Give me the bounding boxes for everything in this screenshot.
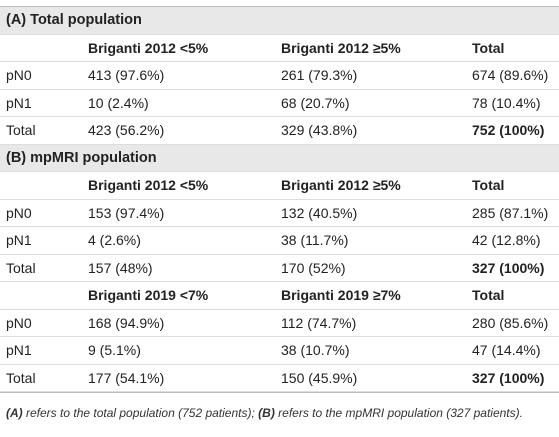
footnote-text: refers to the total population (752 pati… [22, 406, 259, 420]
cell: 261 (79.3%) [275, 61, 466, 90]
cell: 752 (100%) [466, 116, 559, 145]
cell: 153 (97.4%) [82, 199, 275, 227]
cell: 423 (56.2%) [82, 116, 275, 145]
cell: 47 (14.4%) [466, 336, 559, 365]
cell: 170 (52%) [275, 254, 466, 282]
header-cell [0, 34, 82, 62]
data-row: pN1 10 (2.4%) 68 (20.7%) 78 (10.4%) [0, 89, 559, 117]
cell: 413 (97.6%) [82, 61, 275, 90]
cell: pN1 [0, 89, 82, 117]
cell: 329 (43.8%) [275, 116, 466, 145]
section-row: (B) mpMRI population [0, 144, 559, 172]
cell: 38 (11.7%) [275, 226, 466, 255]
header-cell: Briganti 2012 <5% [82, 171, 275, 200]
footnote-text: (A) [6, 406, 23, 420]
header-cell: Briganti 2012 ≥5% [275, 171, 466, 200]
header-cell: Total [466, 171, 559, 200]
cell: 280 (85.6%) [466, 309, 559, 337]
header-cell: Briganti 2012 <5% [82, 34, 275, 62]
header-row: Briganti 2012 <5% Briganti 2012 ≥5% Total [0, 34, 559, 62]
cell: 177 (54.1%) [82, 364, 275, 392]
data-row: pN0 153 (97.4%) 132 (40.5%) 285 (87.1%) [0, 199, 559, 227]
footnote: (A) refers to the total population (752 … [0, 392, 559, 423]
header-cell: Briganti 2012 ≥5% [275, 34, 466, 62]
data-row: pN1 9 (5.1%) 38 (10.7%) 47 (14.4%) [0, 336, 559, 365]
section-title: (B) mpMRI population [0, 144, 559, 172]
cell: 68 (20.7%) [275, 89, 466, 117]
data-row: Total 177 (54.1%) 150 (45.9%) 327 (100%) [0, 364, 559, 392]
footnote-text: (B) [258, 406, 275, 420]
data-row: pN0 413 (97.6%) 261 (79.3%) 674 (89.6%) [0, 61, 559, 90]
cell: pN0 [0, 199, 82, 227]
cell: 9 (5.1%) [82, 336, 275, 365]
data-row: Total 423 (56.2%) 329 (43.8%) 752 (100%) [0, 116, 559, 145]
data-row: pN0 168 (94.9%) 112 (74.7%) 280 (85.6%) [0, 309, 559, 337]
table-body: (A) Total population Briganti 2012 <5% Bri… [0, 6, 559, 392]
cell: 157 (48%) [82, 254, 275, 282]
section-row: (A) Total population [0, 6, 559, 35]
cell: 10 (2.4%) [82, 89, 275, 117]
section-title: (A) Total population [0, 6, 559, 35]
header-cell: Briganti 2019 ≥7% [275, 281, 466, 310]
cell: pN0 [0, 309, 82, 337]
data-table: (A) Total population Briganti 2012 <5% Bri… [0, 6, 559, 392]
header-cell: Total [466, 281, 559, 310]
header-cell: Briganti 2019 <7% [82, 281, 275, 310]
cell: Total [0, 254, 82, 282]
cell: pN1 [0, 226, 82, 255]
data-row: Total 157 (48%) 170 (52%) 327 (100%) [0, 254, 559, 282]
cell: 132 (40.5%) [275, 199, 466, 227]
header-cell [0, 281, 82, 310]
header-row: Briganti 2019 <7% Briganti 2019 ≥7% Total [0, 281, 559, 310]
cell: 78 (10.4%) [466, 89, 559, 117]
cell: 327 (100%) [466, 364, 559, 392]
header-cell [0, 171, 82, 200]
header-cell: Total [466, 34, 559, 62]
cell: 674 (89.6%) [466, 61, 559, 90]
table-container: (A) Total population Briganti 2012 <5% Bri… [0, 6, 559, 423]
cell: 42 (12.8%) [466, 226, 559, 255]
cell: 285 (87.1%) [466, 199, 559, 227]
cell: 38 (10.7%) [275, 336, 466, 365]
cell: 168 (94.9%) [82, 309, 275, 337]
cell: 112 (74.7%) [275, 309, 466, 337]
cell: Total [0, 364, 82, 392]
data-row: pN1 4 (2.6%) 38 (11.7%) 42 (12.8%) [0, 226, 559, 255]
cell: 150 (45.9%) [275, 364, 466, 392]
header-row: Briganti 2012 <5% Briganti 2012 ≥5% Total [0, 171, 559, 200]
cell: pN0 [0, 61, 82, 90]
cell: 4 (2.6%) [82, 226, 275, 255]
cell: 327 (100%) [466, 254, 559, 282]
footnote-text: refers to the mpMRI population (327 pati… [274, 406, 523, 420]
cell: pN1 [0, 336, 82, 365]
cell: Total [0, 116, 82, 145]
